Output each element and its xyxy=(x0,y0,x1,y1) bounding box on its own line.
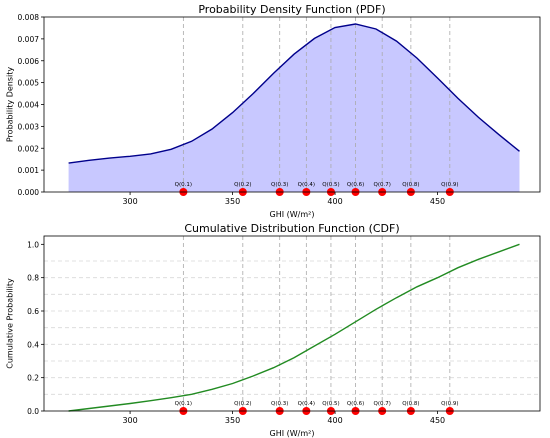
quantile-label: Q(0.5) xyxy=(322,182,339,188)
cdf-chart: Cumulative Distribution Function (CDF) G… xyxy=(6,222,541,438)
quantile-label: Q(0.1) xyxy=(175,182,192,188)
x-tick-label: 450 xyxy=(430,416,445,425)
series-line xyxy=(68,243,520,412)
x-axis-label: GHI (W/m²) xyxy=(270,429,315,438)
x-tick-label: 300 xyxy=(122,197,137,206)
quantile-label: Q(0.5) xyxy=(322,401,339,407)
y-tick-label: 0.006 xyxy=(18,57,40,66)
y-axis-label: Probability Density xyxy=(6,67,15,143)
quantile-label: Q(0.7) xyxy=(373,182,390,188)
y-tick-label: 0.001 xyxy=(18,166,40,175)
y-tick-label: 0.6 xyxy=(27,307,39,316)
plot-area: Q(0.1) Q(0.2) Q(0.3) Q(0.4) Q(0.5) Q(0.6) Q(0.… xyxy=(44,236,540,415)
quantile-label: Q(0.4) xyxy=(298,401,315,407)
y-tick-label: 1.0 xyxy=(27,240,39,249)
quantile-label: Q(0.8) xyxy=(402,182,419,188)
quantile-label: Q(0.8) xyxy=(402,401,419,407)
y-tick-label: 0.005 xyxy=(18,79,40,88)
chart-title: Probability Density Function (PDF) xyxy=(198,3,385,16)
x-tick-label: 350 xyxy=(225,416,240,425)
quantile-label: Q(0.9) xyxy=(441,401,458,407)
y-tick-label: 0.003 xyxy=(18,122,40,131)
quantile-label: Q(0.4) xyxy=(298,182,315,188)
y-tick-label: 0.002 xyxy=(18,144,40,153)
plot-area: Q(0.1) Q(0.2) Q(0.3) Q(0.4) Q(0.5) Q(0.6) Q(0.… xyxy=(68,17,520,196)
quantile-label: Q(0.6) xyxy=(347,401,364,407)
x-tick-label: 400 xyxy=(327,416,342,425)
quantile-label: Q(0.3) xyxy=(271,401,288,407)
series-line xyxy=(68,23,520,164)
quantile-label: Q(0.9) xyxy=(441,182,458,188)
quantile-label: Q(0.3) xyxy=(271,182,288,188)
quantile-label: Q(0.2) xyxy=(234,401,251,407)
chart-title: Cumulative Distribution Function (CDF) xyxy=(184,222,399,235)
area-fill xyxy=(68,24,520,192)
quantile-label: Q(0.1) xyxy=(175,401,192,407)
x-axis-label: GHI (W/m²) xyxy=(270,210,315,219)
quantile-label: Q(0.6) xyxy=(347,182,364,188)
quantile-label: Q(0.2) xyxy=(234,182,251,188)
y-tick-label: 0.2 xyxy=(27,374,39,383)
x-tick-label: 350 xyxy=(225,197,240,206)
y-tick-label: 0.004 xyxy=(18,101,40,110)
y-tick-label: 0.000 xyxy=(18,188,40,197)
quantile-label: Q(0.7) xyxy=(373,401,390,407)
y-tick-label: 0.0 xyxy=(27,407,39,416)
y-tick-label: 0.8 xyxy=(27,274,39,283)
y-axis-label: Cumulative Probability xyxy=(6,278,15,369)
y-tick-label: 0.007 xyxy=(18,35,40,44)
x-tick-label: 300 xyxy=(122,416,137,425)
y-tick-label: 0.008 xyxy=(18,13,40,22)
x-tick-label: 450 xyxy=(430,197,445,206)
plot-frame xyxy=(43,235,541,412)
y-tick-label: 0.4 xyxy=(27,340,39,349)
pdf-chart: Probability Density Function (PDF) GHI (… xyxy=(6,3,541,219)
x-tick-label: 400 xyxy=(327,197,342,206)
